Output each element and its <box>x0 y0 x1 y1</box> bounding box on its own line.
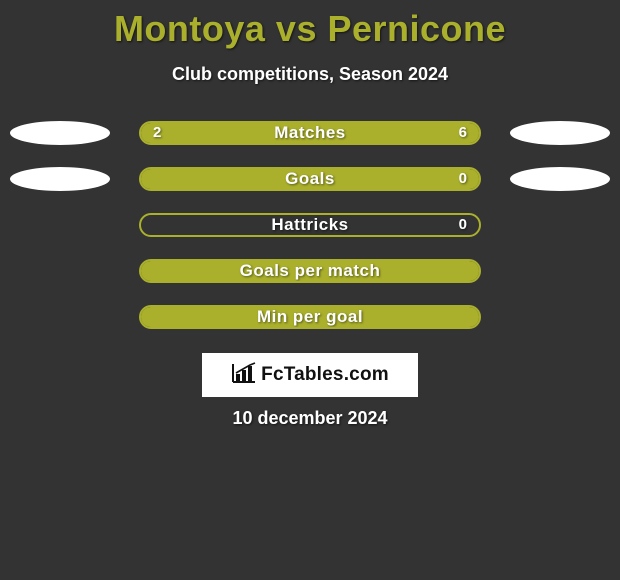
subtitle: Club competitions, Season 2024 <box>0 64 620 85</box>
stat-rows: 26Matches0Goals0HattricksGoals per match… <box>0 121 620 351</box>
stat-row: 26Matches <box>0 121 620 167</box>
stat-row: 0Goals <box>0 167 620 213</box>
bar-chart-icon <box>231 362 257 389</box>
stat-bar: 0Hattricks <box>139 213 481 237</box>
page-title: Montoya vs Pernicone <box>0 0 620 50</box>
stat-row: Min per goal <box>0 305 620 351</box>
comparison-infographic: Montoya vs Pernicone Club competitions, … <box>0 0 620 580</box>
stat-value-left: 2 <box>153 123 161 143</box>
bar-fill-left <box>141 169 479 189</box>
stat-label: Hattricks <box>141 215 479 235</box>
player-badge-right <box>510 167 610 191</box>
date-text: 10 december 2024 <box>0 408 620 429</box>
stat-bar: Goals per match <box>139 259 481 283</box>
stat-row: 0Hattricks <box>0 213 620 259</box>
brand-box: FcTables.com <box>202 353 418 397</box>
brand-text: FcTables.com <box>261 364 389 386</box>
stat-row: Goals per match <box>0 259 620 305</box>
player-badge-left <box>10 121 110 145</box>
stat-value-right: 0 <box>459 169 467 189</box>
stat-bar: Min per goal <box>139 305 481 329</box>
bar-fill-left <box>141 307 479 327</box>
player-badge-right <box>510 121 610 145</box>
stat-value-right: 6 <box>459 123 467 143</box>
stat-bar: 0Goals <box>139 167 481 191</box>
bar-fill-left <box>141 261 479 281</box>
stat-value-right: 0 <box>459 215 467 235</box>
bar-fill-right <box>215 123 479 143</box>
brand-inner: FcTables.com <box>231 362 389 389</box>
player-badge-left <box>10 167 110 191</box>
stat-bar: 26Matches <box>139 121 481 145</box>
